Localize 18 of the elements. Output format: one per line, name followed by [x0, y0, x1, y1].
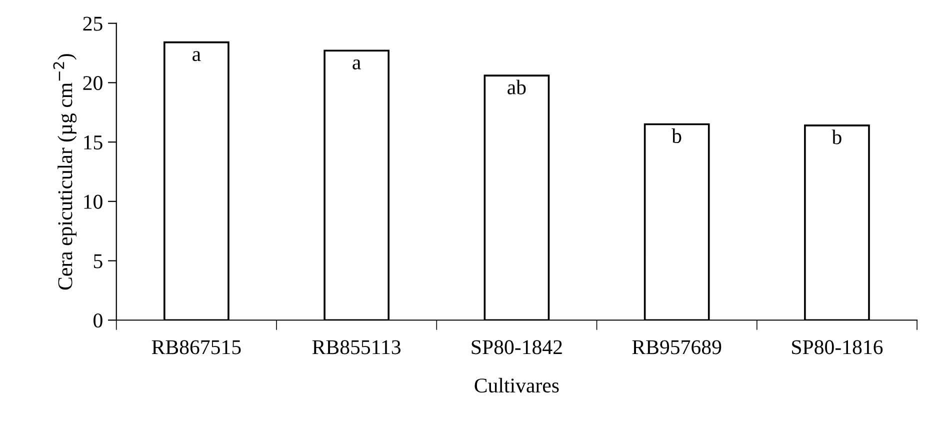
y-tick-label: 15 [84, 136, 102, 150]
y-tick-label: 5 [94, 254, 102, 268]
annotation: a [352, 59, 361, 70]
y-tick-label: 0 [94, 313, 102, 328]
y-tick-label: 10 [84, 194, 102, 209]
x-axis-title: Cultivares [474, 378, 559, 393]
annotation: ab [508, 80, 526, 94]
x-tick-label: SP80-1816 [792, 340, 883, 354]
x-tick-label: RB855113 [312, 340, 401, 354]
annotation: a [192, 51, 201, 62]
x-tick-label: RB957689 [632, 340, 722, 354]
y-tick-label: 20 [83, 76, 102, 90]
annotation: b [672, 128, 682, 144]
y-tick-label: 25 [83, 16, 102, 31]
annotation: b [832, 130, 842, 144]
y-axis-title: Cera epicuticular (µg cm$^{−2}$) [53, 54, 77, 290]
x-tick-label: SP80-1842 [472, 340, 562, 354]
x-tick-label: RB867515 [152, 340, 241, 354]
